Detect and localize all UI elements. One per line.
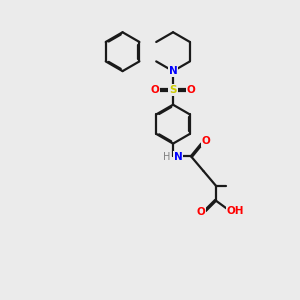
Text: S: S xyxy=(169,85,177,95)
Text: H: H xyxy=(163,152,170,162)
Text: O: O xyxy=(201,136,210,146)
Text: O: O xyxy=(187,85,196,95)
Text: O: O xyxy=(150,85,159,95)
Text: N: N xyxy=(174,152,182,162)
Text: OH: OH xyxy=(226,206,244,216)
Text: O: O xyxy=(196,207,205,217)
Text: N: N xyxy=(169,66,177,76)
